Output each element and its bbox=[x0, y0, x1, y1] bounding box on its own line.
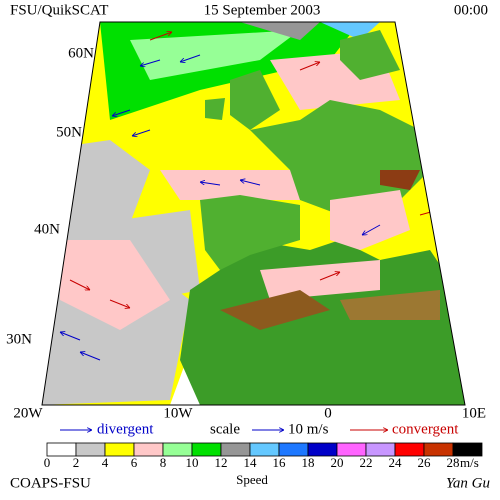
colorbar-cell bbox=[75, 442, 106, 457]
colorbar-cell bbox=[133, 442, 164, 457]
colorbar-tick-label: 6 bbox=[131, 455, 138, 470]
colorbar-tick-label: 2 bbox=[73, 455, 80, 470]
colorbar-tick-label: 8 bbox=[160, 455, 167, 470]
header-title: FSU/QuikSCAT bbox=[10, 2, 108, 18]
colorbar-tick-label: 16 bbox=[273, 455, 287, 470]
legend-divergent: divergent bbox=[97, 421, 154, 437]
lon-label: 10E bbox=[462, 405, 486, 421]
colorbar-tick-label: 12 bbox=[215, 455, 228, 470]
colorbar-tick-label: 10 bbox=[186, 455, 199, 470]
colorbar-tick-label: 24 bbox=[389, 455, 403, 470]
lon-label: 10W bbox=[163, 405, 193, 421]
colorbar-tick-label: 14 bbox=[244, 455, 258, 470]
lat-label: 60N bbox=[68, 45, 94, 61]
colorbar-unit: m/s bbox=[460, 455, 479, 470]
lon-label: 20W bbox=[13, 405, 43, 421]
colorbar-tick-label: 4 bbox=[102, 455, 109, 470]
colorbar-tick-label: 22 bbox=[360, 455, 373, 470]
header-time: 00:00 bbox=[454, 2, 488, 18]
colorbar-tick-label: 0 bbox=[44, 455, 51, 470]
map-frame bbox=[41, 21, 466, 406]
colorbar: 0 2 4 6 8 10 12 14 16 18 20 22 24 26 28 m/s bbox=[44, 442, 483, 470]
legend-scale: scale bbox=[210, 421, 240, 437]
colorbar-label: Speed bbox=[236, 472, 268, 487]
colorbar-cell bbox=[46, 442, 77, 457]
header-date: 15 September 2003 bbox=[204, 2, 321, 18]
legend-scale-value: 10 m/s bbox=[288, 421, 329, 437]
legend-convergent: convergent bbox=[392, 421, 459, 437]
colorbar-tick-label: 26 bbox=[418, 455, 432, 470]
colorbar-tick-label: 28 bbox=[447, 455, 460, 470]
footer-right: Yan Gu bbox=[446, 475, 490, 491]
lat-label: 50N bbox=[56, 124, 82, 140]
map bbox=[42, 22, 465, 405]
colorbar-cell bbox=[452, 442, 483, 457]
colorbar-cell bbox=[104, 442, 135, 457]
lat-label: 40N bbox=[34, 221, 60, 237]
colorbar-tick-label: 18 bbox=[302, 455, 315, 470]
footer-left: COAPS-FSU bbox=[10, 475, 91, 491]
colorbar-tick-label: 20 bbox=[331, 455, 344, 470]
lat-label: 30N bbox=[6, 331, 32, 347]
lon-label: 0 bbox=[324, 405, 332, 421]
